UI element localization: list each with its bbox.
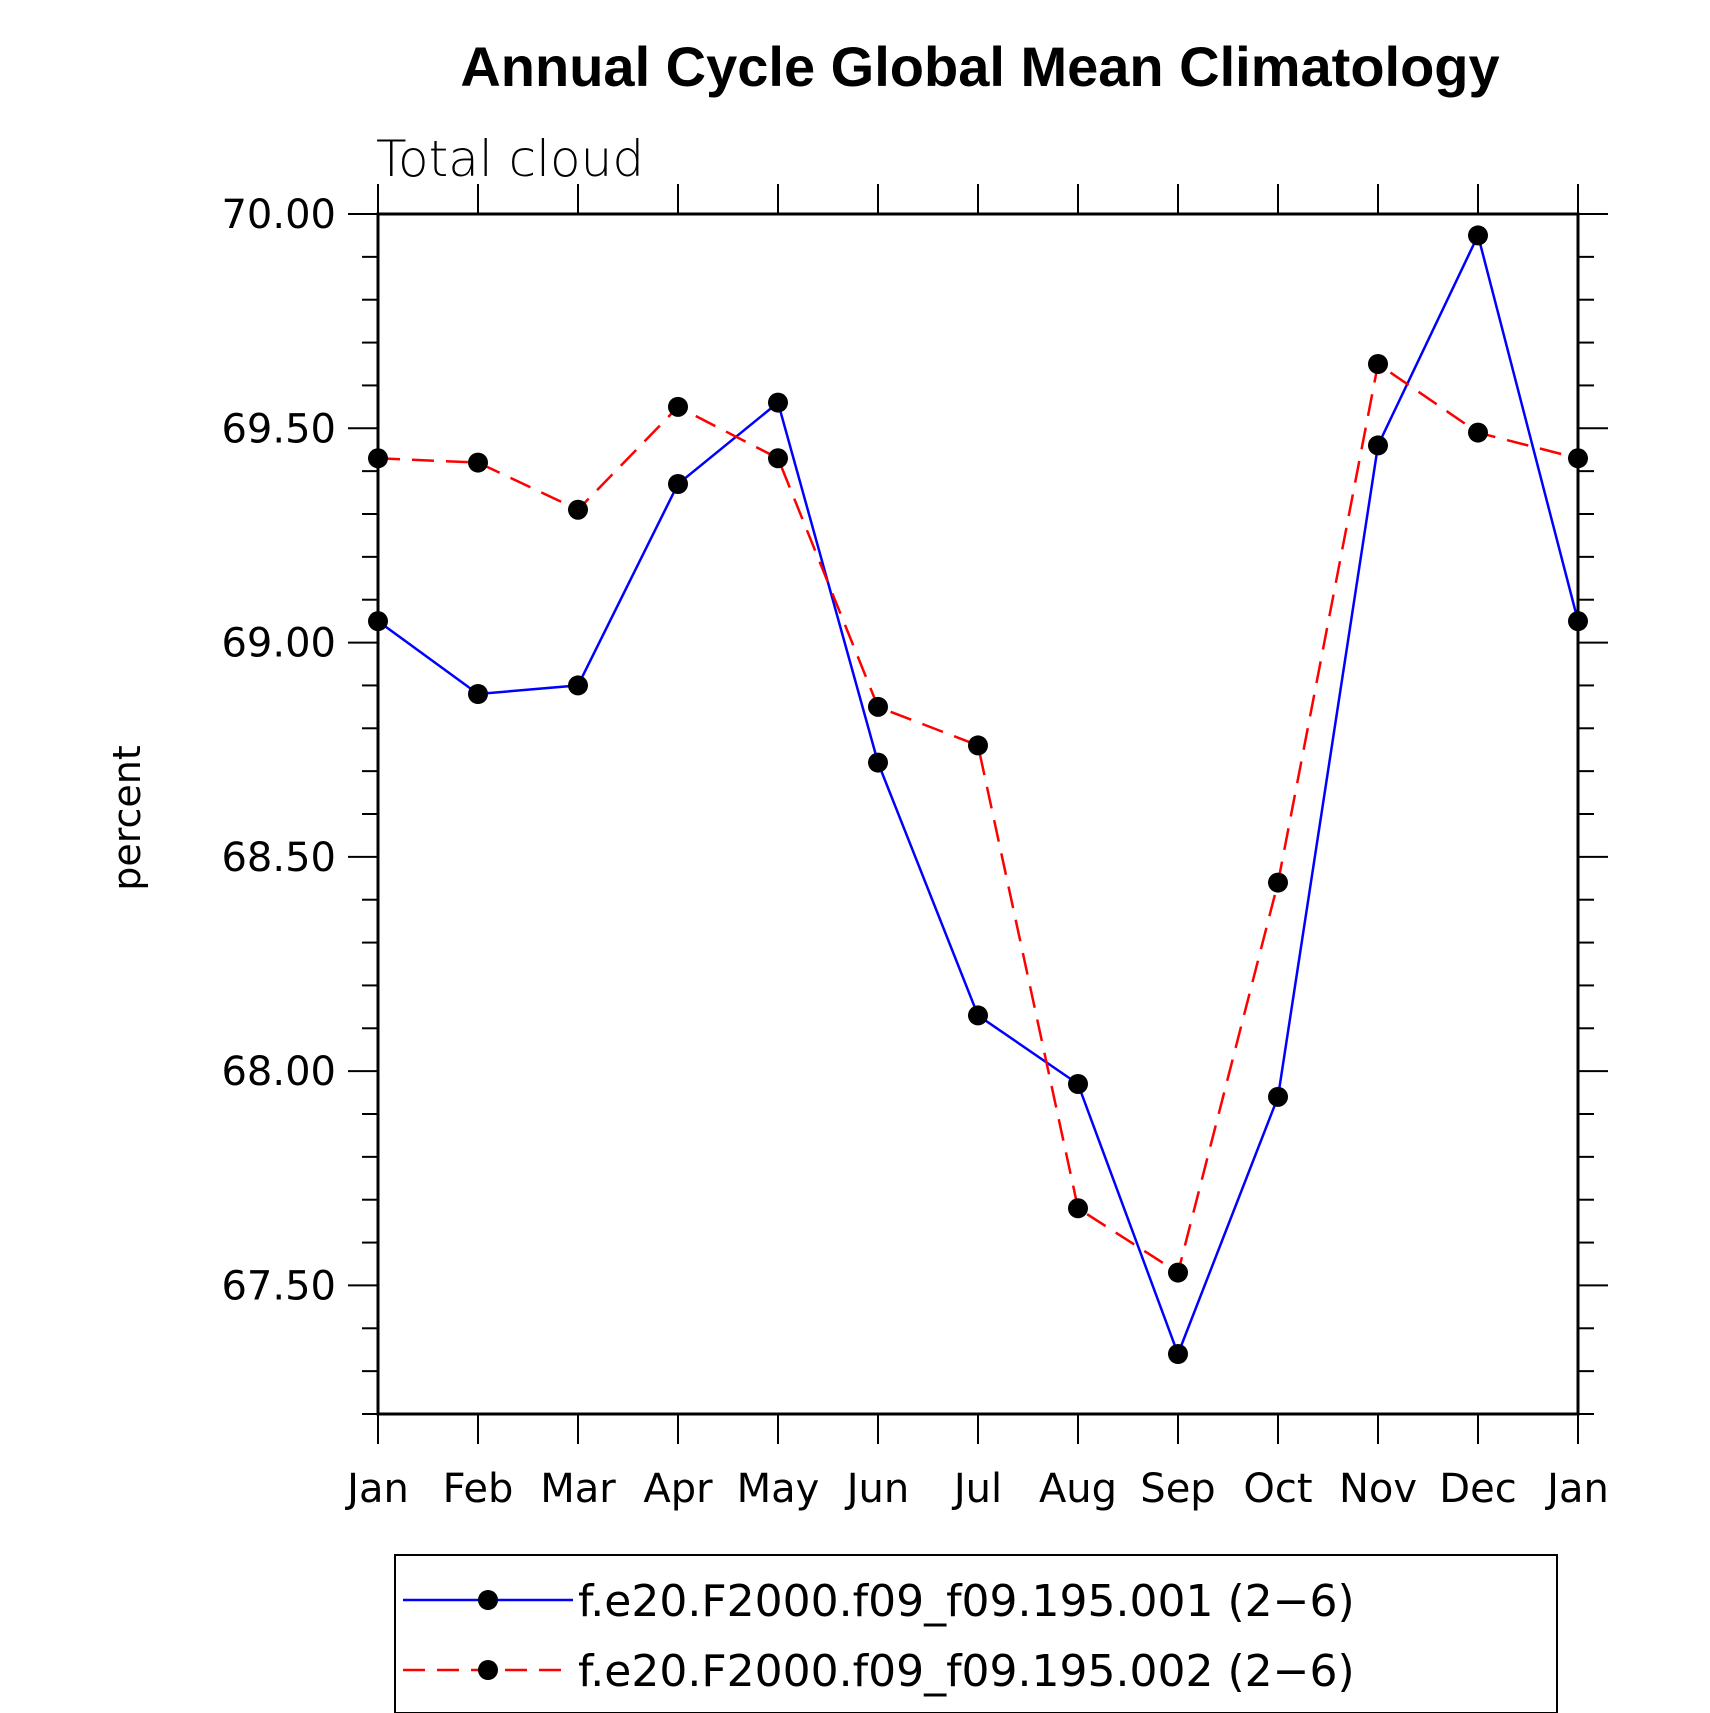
x-tick-label: Feb [443,1466,514,1512]
legend-box [394,1554,1558,1713]
x-tick-label: Jun [844,1466,910,1512]
data-point-series-2 [1368,354,1388,374]
axis-ticks [348,184,1608,1444]
data-point-series-2 [968,735,988,756]
x-tick-label: Apr [643,1466,713,1512]
legend-label-series-2: f.e20.F2000.f09_f09.195.002 (2−6) [578,1646,1355,1697]
data-point-series-2 [368,448,388,469]
legend-label-series-1: f.e20.F2000.f09_f09.195.001 (2−6) [578,1576,1355,1627]
series-line-2 [377,361,1579,1275]
y-tick-label: 69.50 [221,406,336,452]
data-point-series-2 [1568,448,1588,469]
x-tick-label: Jul [951,1466,1002,1512]
data-point-series-1 [868,752,888,773]
data-point-series-1 [1068,1074,1088,1094]
data-point-series-2 [1268,872,1288,893]
legend-marker-series-2 [478,1660,498,1680]
data-point-series-1 [1468,225,1488,246]
chart-subtitle: Total cloud [376,130,644,188]
data-point-series-1 [1268,1086,1288,1107]
data-point-series-2 [868,696,888,717]
series-line-1 [377,231,1580,1358]
x-tick-label: Oct [1243,1466,1312,1512]
data-point-series-1 [468,684,488,704]
data-point-series-1 [1568,611,1588,632]
plot-frame [376,212,1580,1416]
data-point-series-1 [368,611,388,632]
legend: f.e20.F2000.f09_f09.195.001 (2−6) f.e20.… [394,1554,1558,1713]
data-point-series-1 [1168,1344,1188,1364]
data-point-series-2 [668,396,688,417]
data-point-series-1 [1368,435,1388,456]
data-point-series-2 [768,448,788,469]
y-axis-label: percent [105,745,149,891]
x-tick-label: Sep [1140,1466,1215,1512]
data-point-series-1 [768,392,788,413]
data-point-series-1 [968,1005,988,1026]
y-tick-label: 68.00 [221,1049,336,1095]
x-tick-labels: Jan Feb Mar Apr May Jun Jul Aug Sep Oct Nov Dec Jan [344,1466,1609,1512]
data-point-series-2 [468,452,488,473]
x-tick-label: May [737,1466,820,1512]
x-tick-label: Jan [1544,1466,1609,1512]
series-markers [368,225,1588,1364]
x-tick-label: Dec [1439,1466,1516,1512]
data-point-series-1 [568,675,588,696]
y-tick-label: 70.00 [221,192,336,238]
data-point-series-2 [568,499,588,520]
x-tick-label: Mar [540,1466,616,1512]
series-lines [377,231,1580,1358]
legend-marker-series-1 [478,1590,498,1610]
y-tick-labels: 70.00 69.50 69.00 68.50 68.00 67.50 [221,192,336,1309]
chart-title: Annual Cycle Global Mean Climatology [460,35,1499,98]
data-point-series-2 [1068,1198,1088,1219]
y-tick-label: 68.50 [221,835,336,881]
y-tick-label: 67.50 [221,1263,336,1309]
data-point-series-1 [668,474,688,494]
x-tick-label: Nov [1339,1466,1417,1512]
x-tick-label: Jan [344,1466,409,1512]
data-point-series-2 [1168,1262,1188,1283]
y-tick-label: 69.00 [221,621,336,667]
x-tick-label: Aug [1039,1466,1117,1512]
data-point-series-2 [1468,422,1488,443]
